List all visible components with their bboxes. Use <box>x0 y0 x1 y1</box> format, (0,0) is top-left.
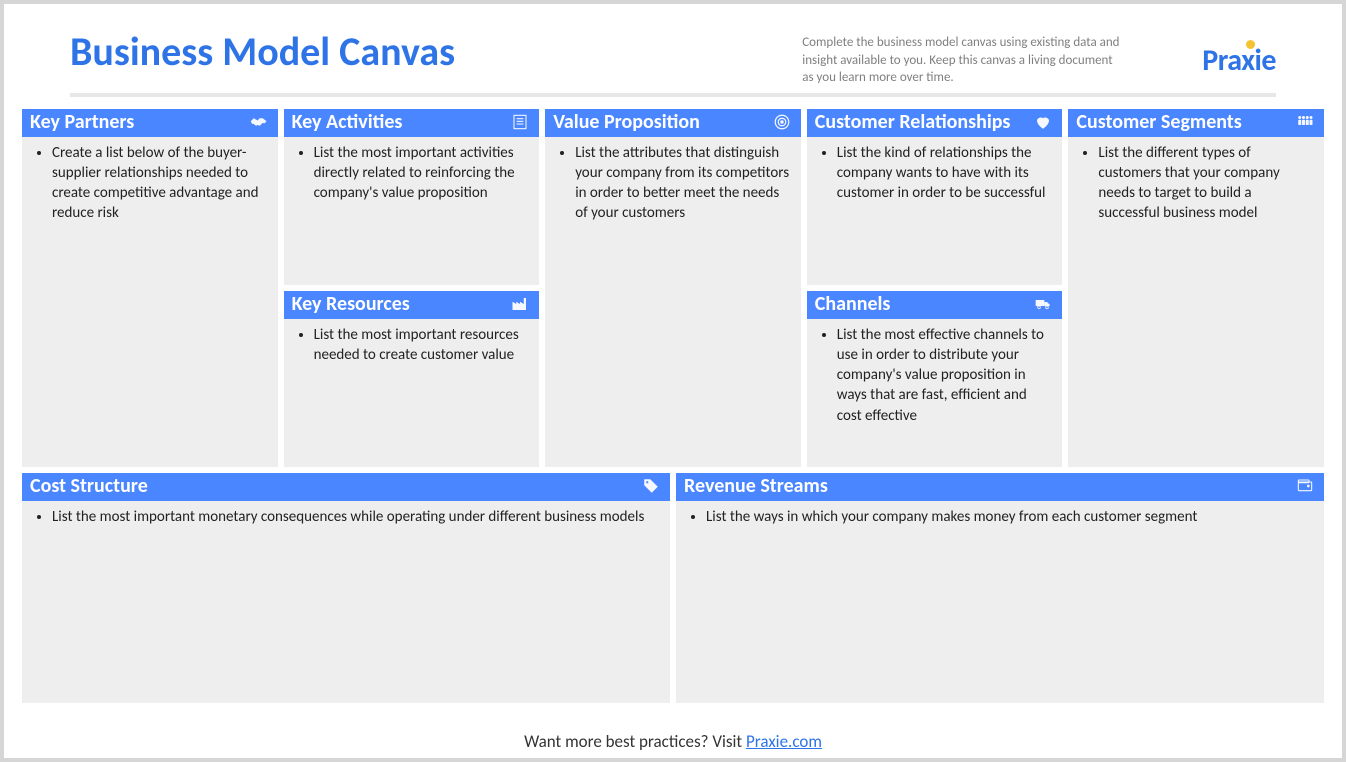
block-header-revenue-streams: Revenue Streams <box>676 473 1324 501</box>
bullet-key-partners: Create a list below of the buyer-supplie… <box>52 143 268 224</box>
logo-text: Praxie <box>1202 42 1276 79</box>
target-icon <box>771 112 793 132</box>
col-relationships-channels: Customer Relationships List the kind of … <box>807 109 1063 467</box>
people-icon <box>1294 112 1316 132</box>
bullet-cost-structure: List the most important monetary consequ… <box>52 507 660 527</box>
block-title-revenue-streams: Revenue Streams <box>684 474 828 498</box>
canvas-bottom-row: Cost Structure List the most important m… <box>22 473 1324 703</box>
block-channels: Channels List the most effective channel… <box>807 291 1063 467</box>
block-body-key-partners: Create a list below of the buyer-supplie… <box>22 137 278 234</box>
block-header-channels: Channels <box>807 291 1063 319</box>
bullet-customer-relationships: List the kind of relationships the compa… <box>837 143 1053 204</box>
block-body-cost-structure: List the most important monetary consequ… <box>22 501 670 537</box>
block-body-value-proposition: List the attributes that distinguish you… <box>545 137 801 234</box>
checklist-icon <box>509 112 531 132</box>
col-customer-segments: Customer Segments List the different typ… <box>1068 109 1324 467</box>
bullet-customer-segments: List the different types of customers th… <box>1098 143 1314 224</box>
block-header-key-activities: Key Activities <box>284 109 540 137</box>
wallet-icon <box>1294 476 1316 496</box>
bullet-channels: List the most effective channels to use … <box>837 325 1053 426</box>
block-body-revenue-streams: List the ways in which your company make… <box>676 501 1324 537</box>
page: Business Model Canvas Complete the busin… <box>4 4 1342 758</box>
block-header-customer-relationships: Customer Relationships <box>807 109 1063 137</box>
instructions-text: Complete the business model canvas using… <box>802 20 1122 87</box>
canvas-grid: Key Partners Create a list below of the … <box>20 109 1326 727</box>
block-header-customer-segments: Customer Segments <box>1068 109 1324 137</box>
block-body-key-resources: List the most important resources needed… <box>284 319 540 376</box>
block-title-customer-relationships: Customer Relationships <box>815 110 1011 134</box>
header: Business Model Canvas Complete the busin… <box>20 20 1326 93</box>
bullet-key-resources: List the most important resources needed… <box>314 325 530 366</box>
heart-icon <box>1032 112 1054 132</box>
logo-dot-icon <box>1246 40 1255 49</box>
block-cost-structure: Cost Structure List the most important m… <box>22 473 670 703</box>
block-header-key-resources: Key Resources <box>284 291 540 319</box>
block-customer-segments: Customer Segments List the different typ… <box>1068 109 1324 467</box>
bullet-key-activities: List the most important activities direc… <box>314 143 530 204</box>
footer-link[interactable]: Praxie.com <box>746 731 822 752</box>
footer-prefix: Want more best practices? Visit <box>524 731 746 752</box>
block-title-key-partners: Key Partners <box>30 110 134 134</box>
logo-text-label: Praxie <box>1202 42 1276 79</box>
block-title-channels: Channels <box>815 292 891 316</box>
truck-icon <box>1032 294 1054 314</box>
block-body-customer-segments: List the different types of customers th… <box>1068 137 1324 234</box>
footer: Want more best practices? Visit Praxie.c… <box>20 727 1326 758</box>
logo: Praxie <box>1202 20 1276 79</box>
block-header-key-partners: Key Partners <box>22 109 278 137</box>
factory-icon <box>509 294 531 314</box>
block-key-activities: Key Activities List the most important a… <box>284 109 540 285</box>
block-revenue-streams: Revenue Streams List the ways in which y… <box>676 473 1324 703</box>
block-title-key-activities: Key Activities <box>292 110 403 134</box>
block-header-value-proposition: Value Proposition <box>545 109 801 137</box>
block-title-cost-structure: Cost Structure <box>30 474 148 498</box>
col-value-proposition: Value Proposition List the attributes th… <box>545 109 801 467</box>
block-body-key-activities: List the most important activities direc… <box>284 137 540 214</box>
block-key-partners: Key Partners Create a list below of the … <box>22 109 278 467</box>
tag-icon <box>640 476 662 496</box>
block-value-proposition: Value Proposition List the attributes th… <box>545 109 801 467</box>
block-customer-relationships: Customer Relationships List the kind of … <box>807 109 1063 285</box>
block-title-customer-segments: Customer Segments <box>1076 110 1241 134</box>
page-title: Business Model Canvas <box>70 20 455 74</box>
block-title-value-proposition: Value Proposition <box>553 110 700 134</box>
bullet-value-proposition: List the attributes that distinguish you… <box>575 143 791 224</box>
canvas-top-row: Key Partners Create a list below of the … <box>22 109 1324 467</box>
bullet-revenue-streams: List the ways in which your company make… <box>706 507 1314 527</box>
col-key-partners: Key Partners Create a list below of the … <box>22 109 278 467</box>
block-key-resources: Key Resources List the most important re… <box>284 291 540 467</box>
block-body-customer-relationships: List the kind of relationships the compa… <box>807 137 1063 214</box>
block-body-channels: List the most effective channels to use … <box>807 319 1063 436</box>
divider <box>70 93 1276 97</box>
block-title-key-resources: Key Resources <box>292 292 410 316</box>
col-activities-resources: Key Activities List the most important a… <box>284 109 540 467</box>
handshake-icon <box>248 112 270 132</box>
block-header-cost-structure: Cost Structure <box>22 473 670 501</box>
